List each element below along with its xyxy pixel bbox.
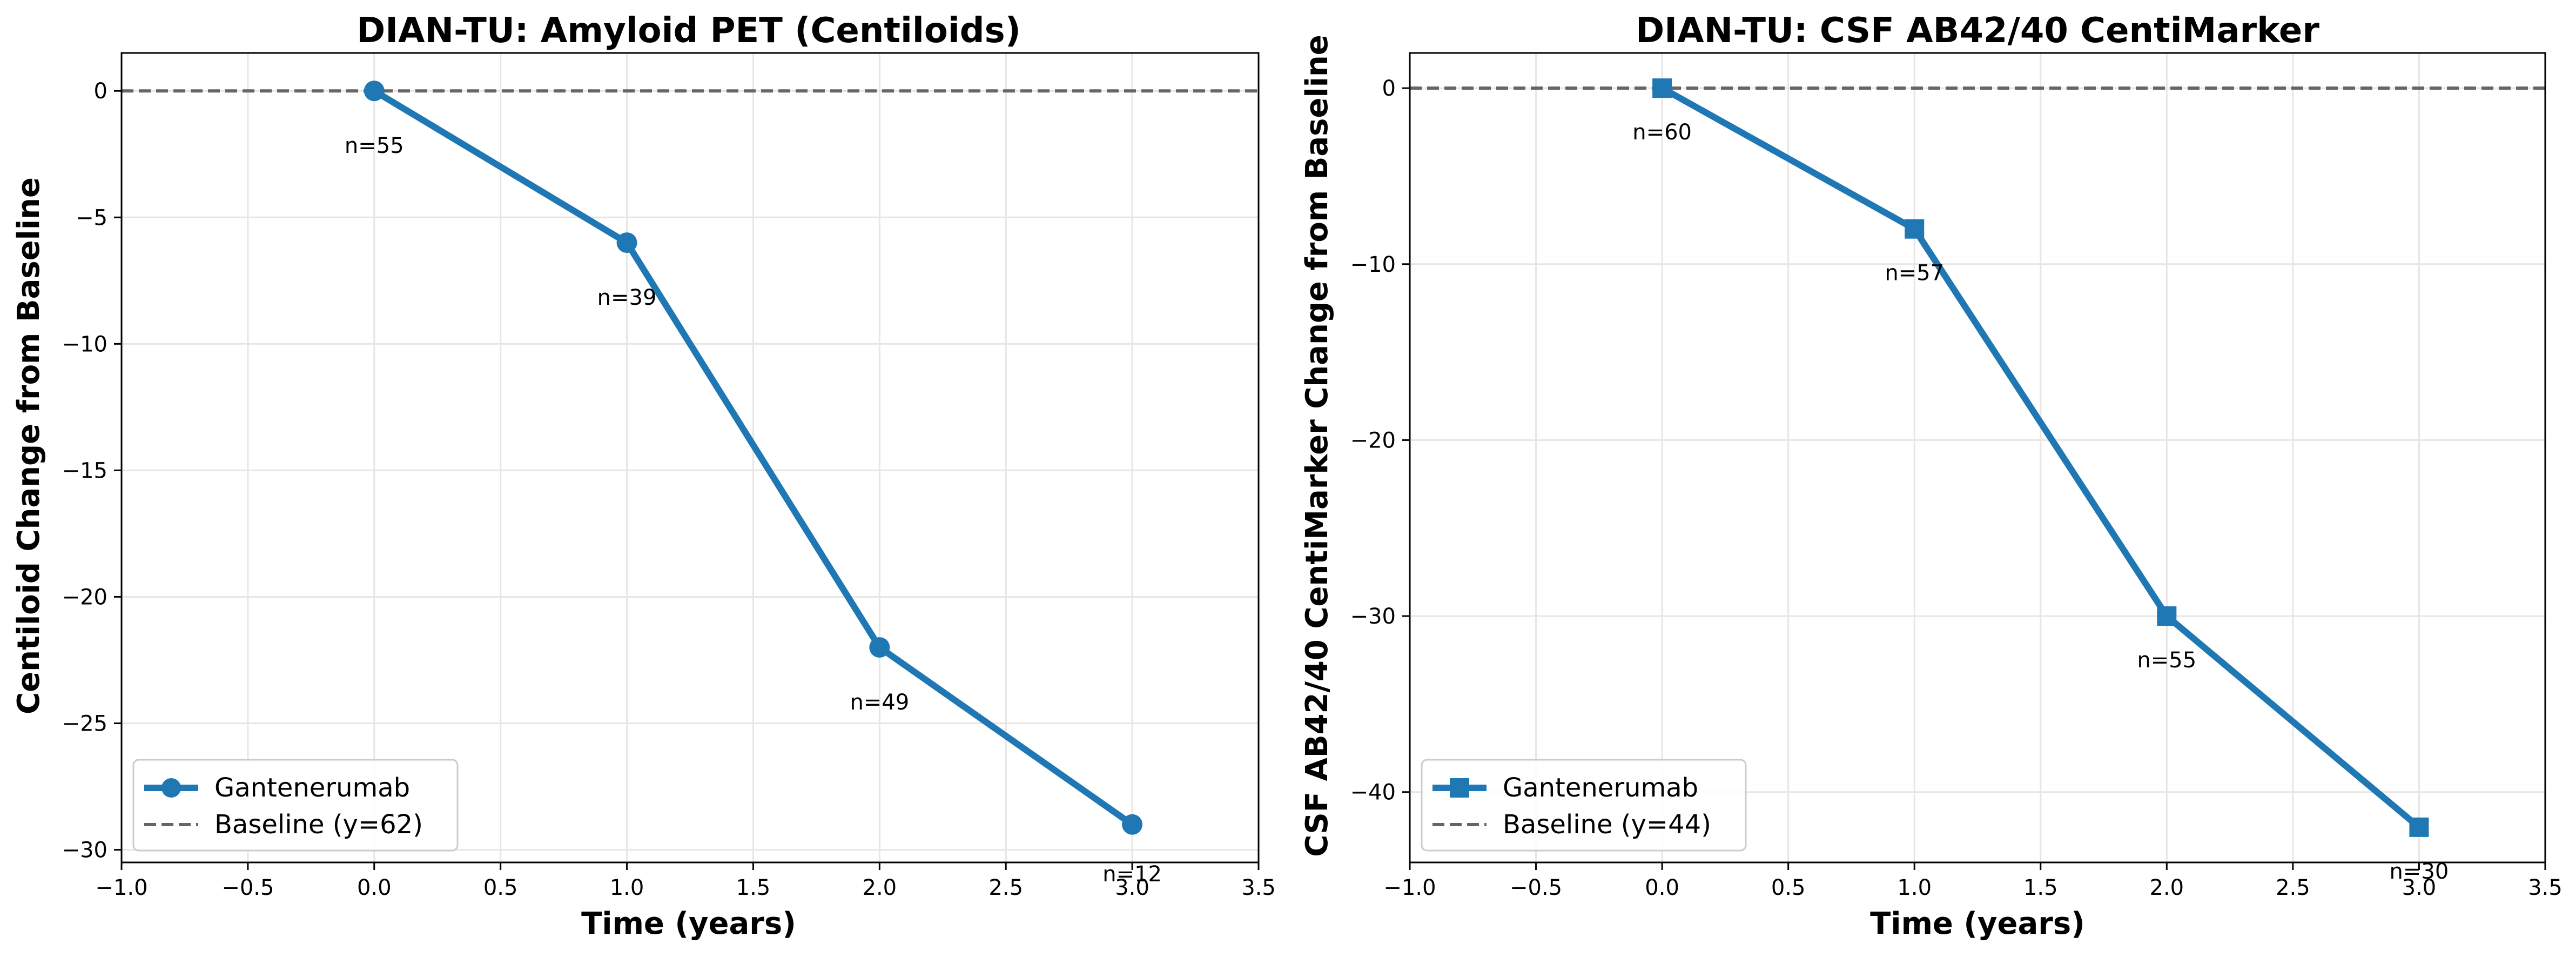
x-tick-label: 2.5 — [2276, 875, 2310, 900]
x-axis-label: Time (years) — [1870, 906, 2085, 941]
x-tick-label: 3.5 — [1241, 875, 1276, 900]
point-label: n=55 — [345, 133, 404, 158]
legend: Gantenerumab Baseline (y=62) — [132, 759, 459, 852]
x-tick-label: −1.0 — [1383, 875, 1436, 900]
data-point — [364, 81, 385, 102]
chart-title: DIAN-TU: CSF AB42/40 CentiMarker — [1636, 11, 2319, 51]
x-tick-label: 1.5 — [736, 875, 771, 900]
x-tick-label: 0.5 — [1771, 875, 1806, 900]
y-tick-label: −40 — [1350, 780, 1396, 805]
x-tick-label: −0.5 — [221, 875, 274, 900]
legend: Gantenerumab Baseline (y=44) — [1421, 759, 1747, 852]
data-point — [616, 232, 637, 253]
x-tick-label: −0.5 — [1510, 875, 1562, 900]
series-line — [1660, 85, 2422, 830]
x-tick-label: 1.0 — [610, 875, 644, 900]
y-tick-label: −20 — [1350, 428, 1396, 453]
data-point — [869, 637, 890, 658]
x-tick-label: 2.0 — [863, 875, 897, 900]
chart-title: DIAN-TU: Amyloid PET (Centiloids) — [357, 11, 1021, 51]
x-tick-label: 3.5 — [2528, 875, 2562, 900]
y-tick-label: −10 — [62, 332, 107, 357]
legend-series-marker — [162, 778, 181, 798]
y-axis-label: Centiloid Change from Baseline — [11, 177, 46, 714]
legend-series-marker — [1450, 778, 1469, 798]
y-tick-label: −5 — [76, 205, 107, 230]
plot-area — [122, 53, 1259, 862]
x-tick-label: 0.0 — [357, 875, 392, 900]
y-tick-label: −20 — [62, 585, 107, 610]
x-tick-label: 2.5 — [988, 875, 1023, 900]
data-point — [2409, 817, 2429, 837]
y-tick-label: −25 — [62, 712, 107, 737]
series-line — [372, 88, 1134, 827]
data-point — [2157, 606, 2177, 626]
legend-series-label: Gantenerumab — [1503, 773, 1698, 803]
x-tick-label: −1.0 — [95, 875, 147, 900]
y-tick-label: −10 — [1350, 252, 1396, 277]
data-point — [1122, 814, 1143, 835]
x-tick-label: 3.0 — [1115, 875, 1149, 900]
plot-frame — [120, 52, 1260, 864]
data-point — [1905, 219, 1925, 239]
legend-box — [132, 759, 459, 852]
x-tick-label: 0.5 — [483, 875, 518, 900]
y-tick-label: −30 — [1350, 604, 1396, 629]
point-label: n=57 — [1885, 261, 1944, 286]
point-label: n=39 — [597, 285, 657, 310]
y-tick-label: 0 — [1382, 76, 1396, 101]
y-tick-label: −15 — [62, 458, 107, 483]
x-tick-label: 2.0 — [2150, 875, 2184, 900]
csf-centimarker-chart: DIAN-TU: CSF AB42/40 CentiMarker Time (y… — [1300, 11, 2562, 941]
x-tick-label: 0.0 — [1645, 875, 1679, 900]
x-tick-label: 1.0 — [1897, 875, 1932, 900]
legend-box — [1421, 759, 1747, 852]
amyloid-pet-chart: DIAN-TU: Amyloid PET (Centiloids) Time (… — [11, 11, 1276, 941]
point-label: n=49 — [850, 690, 909, 715]
plot-area — [1410, 53, 2545, 862]
x-tick-label: 3.0 — [2402, 875, 2437, 900]
x-axis-label: Time (years) — [581, 906, 796, 941]
legend-baseline-label: Baseline (y=62) — [214, 809, 423, 840]
point-label: n=60 — [1632, 120, 1692, 145]
legend-series-label: Gantenerumab — [214, 773, 410, 803]
y-axis-label: CSF AB42/40 CentiMarker Change from Base… — [1300, 35, 1335, 856]
x-tick-label: 1.5 — [2023, 875, 2058, 900]
legend-baseline-label: Baseline (y=44) — [1503, 809, 1711, 840]
data-point — [1652, 78, 1672, 98]
plot-frame — [1409, 52, 2546, 864]
y-tick-label: 0 — [94, 79, 107, 104]
y-tick-label: −30 — [62, 838, 107, 863]
point-label: n=55 — [2137, 648, 2196, 673]
